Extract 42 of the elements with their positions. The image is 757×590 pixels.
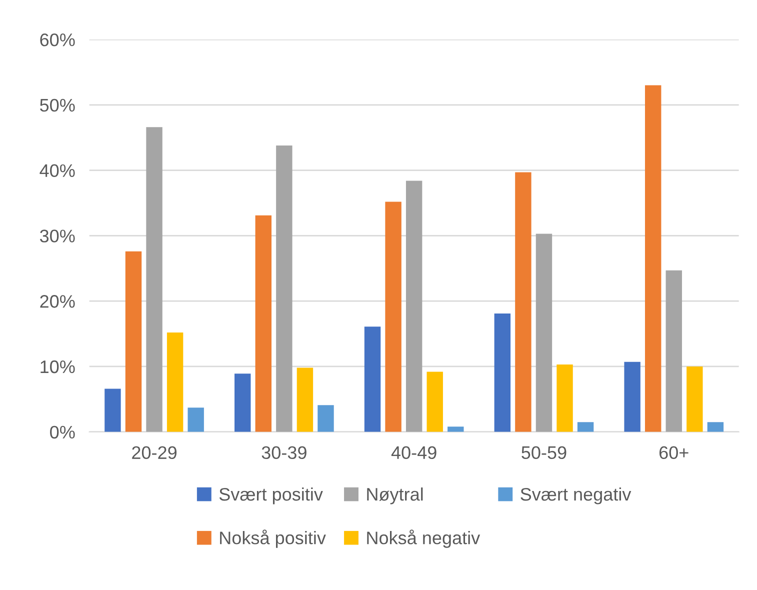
x-tick-label: 40-49 (391, 446, 436, 460)
y-tick-label: 0% (50, 426, 75, 439)
bar (624, 362, 640, 432)
bar (188, 408, 204, 432)
bar (234, 374, 251, 432)
bar (515, 172, 532, 432)
legend-label: Svært negativ (520, 487, 632, 504)
bar (536, 234, 552, 432)
bar (166, 332, 184, 432)
bar (385, 202, 402, 432)
bar (296, 368, 314, 432)
bar (644, 85, 662, 432)
bar (494, 314, 511, 432)
y-tick-label: 10% (40, 360, 75, 374)
bar (125, 251, 142, 432)
y-tick-label: 30% (40, 230, 75, 242)
bar (406, 180, 422, 432)
bar (448, 426, 464, 432)
x-tick-label: 50-59 (522, 446, 566, 460)
bar (686, 366, 703, 432)
bar (104, 388, 121, 432)
x-tick-label: 60+ (659, 446, 688, 460)
legend-label: Svært positiv (219, 487, 323, 504)
bar (707, 422, 724, 432)
legend-label: Nøytral (367, 487, 423, 504)
legend-label: Nokså negativ (367, 530, 480, 548)
y-tick-label: 40% (40, 164, 75, 178)
y-tick-label: 60% (40, 33, 75, 46)
bar (146, 127, 162, 432)
legend-label: Nokså positiv (220, 530, 326, 548)
bar (318, 405, 334, 432)
bar (276, 145, 292, 432)
bar (666, 270, 682, 432)
y-tick-label: 20% (40, 295, 75, 308)
bar (255, 215, 272, 432)
x-tick-label: 30-39 (262, 446, 306, 460)
bar (364, 326, 381, 432)
y-tick-label: 50% (40, 98, 75, 112)
bar (577, 422, 594, 432)
x-tick-label: 20-29 (132, 446, 177, 460)
bar (556, 364, 573, 432)
bar (426, 372, 443, 432)
